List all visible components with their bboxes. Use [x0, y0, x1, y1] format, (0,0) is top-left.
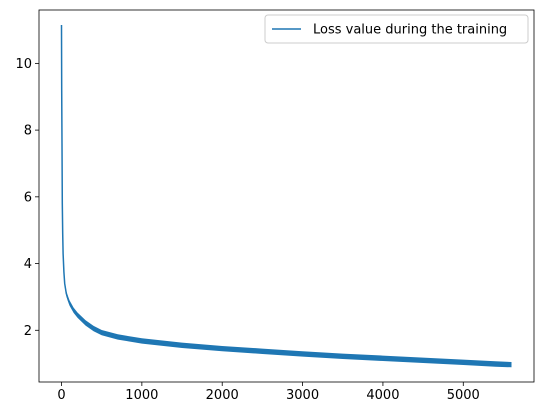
x-tick-label: 3000 [286, 388, 319, 403]
legend: Loss value during the training [264, 14, 529, 44]
y-tick-label: 10 [15, 57, 32, 72]
x-tick-label: 5000 [447, 388, 480, 403]
x-tick-label: 2000 [206, 388, 239, 403]
x-tick-label: 4000 [366, 388, 399, 403]
plot-area [60, 22, 512, 368]
axis-ticks: 0 1000 2000 3000 4000 5000 2 4 6 8 10 [15, 57, 479, 403]
plot-frame [38, 9, 535, 383]
loss-series-band [61, 22, 512, 368]
loss-series-line [60, 24, 512, 366]
y-tick-label: 8 [24, 124, 32, 139]
y-tick-label: 6 [24, 190, 32, 205]
x-tick-label: 0 [57, 388, 65, 403]
legend-box [264, 14, 529, 44]
legend-label: Loss value during the training [313, 23, 507, 38]
x-tick-label: 1000 [125, 388, 158, 403]
y-tick-label: 4 [24, 257, 32, 272]
y-tick-label: 2 [24, 324, 32, 339]
